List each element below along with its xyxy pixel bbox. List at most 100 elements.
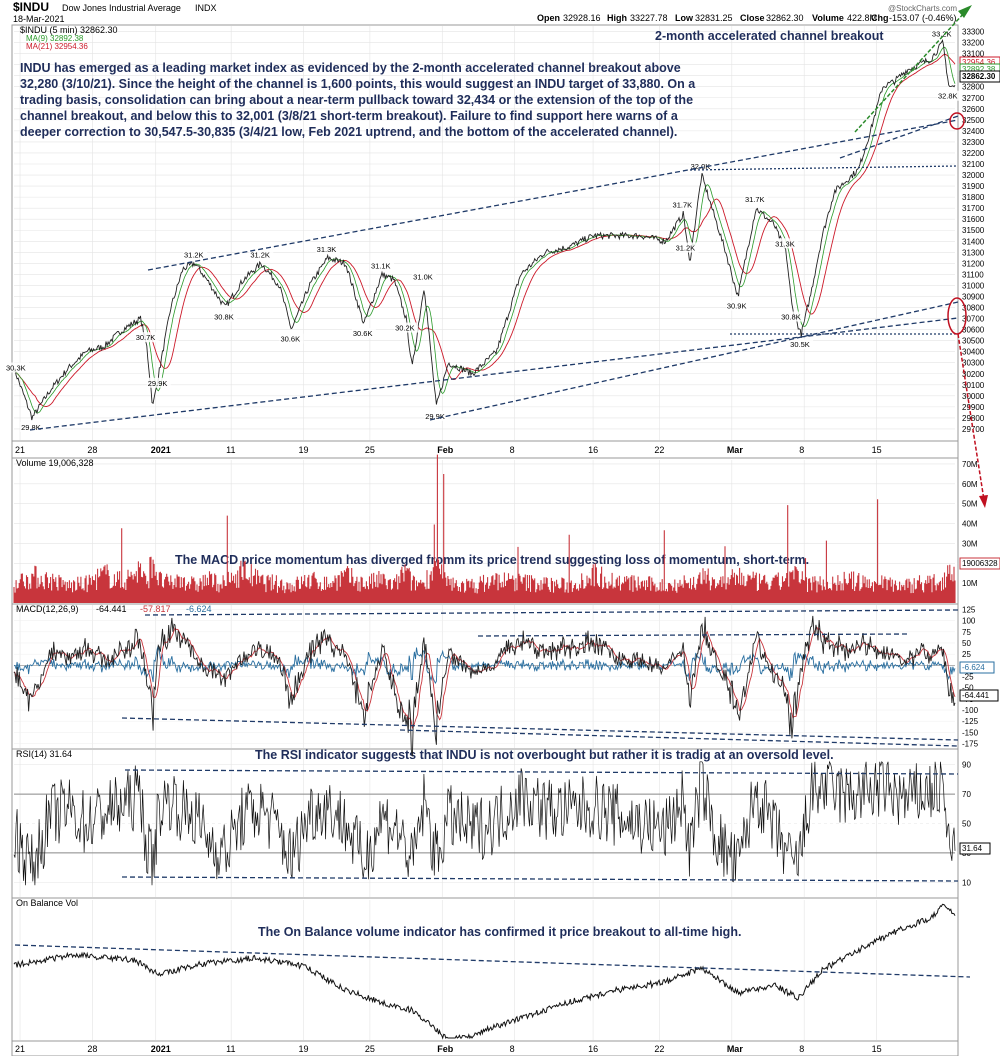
- macd-hist-tag-text: -6.624: [962, 663, 985, 672]
- x-tick-label-bottom: 19: [299, 1044, 309, 1054]
- x-tick-label-bottom: 16: [588, 1044, 598, 1054]
- obv-panel-frame: [11, 897, 959, 1042]
- x-tick-label-bottom: 22: [654, 1044, 664, 1054]
- price-y-tick: 32600: [962, 105, 985, 114]
- volume-y-tick: 50M: [962, 500, 978, 509]
- point-label-bg: [412, 271, 437, 282]
- price-y-tick: 31900: [962, 182, 985, 191]
- x-tick-label: 28: [87, 445, 97, 455]
- x-tick-label: 25: [365, 445, 375, 455]
- point-label: 30.5K: [789, 339, 814, 350]
- x-tick-label: 2021: [151, 445, 171, 455]
- price-y-tick: 32500: [962, 116, 985, 125]
- x-tick-label-bottom: 8: [510, 1044, 515, 1054]
- macd-hist-tag: [959, 661, 995, 674]
- point-label-text: 30.7K: [136, 333, 156, 342]
- open-value: 32928.16: [563, 13, 601, 23]
- point-label-text: 31.7K: [673, 201, 693, 210]
- annotation-line-2: 32,280 (3/10/21). Since the height of th…: [20, 77, 696, 91]
- macd-line-tag-text: -64.441: [962, 691, 990, 700]
- x-tick-label: 22: [654, 445, 664, 455]
- high-label: High: [607, 13, 627, 23]
- rsi-top-line: [124, 769, 959, 775]
- price-y-tick: 33300: [962, 28, 985, 37]
- rsi-y-tick: 90: [962, 761, 971, 770]
- x-tick-label: 15: [872, 445, 882, 455]
- target-arrow-head: [958, 5, 972, 18]
- channel-breakout-title: 2-month accelerated channel breakout: [655, 29, 884, 43]
- feb-uptrend-line: [429, 301, 959, 421]
- price-y-tick: 31300: [962, 248, 985, 257]
- x-tick-label: 16: [588, 445, 598, 455]
- price-y-tick: 32400: [962, 127, 985, 136]
- point-label-bg: [369, 260, 394, 271]
- macd-y-tick: -50: [962, 684, 974, 693]
- accel-channel-bottom-line: [839, 115, 959, 159]
- volume-y-tick: 70M: [962, 460, 978, 469]
- price-y-tick: 32200: [962, 149, 985, 158]
- price-y-tick: 33100: [962, 50, 985, 59]
- point-label-bg: [774, 238, 799, 249]
- point-label-bg: [424, 410, 449, 421]
- annotation-line-4: channel breakout, and below this to 32,0…: [20, 109, 679, 123]
- chart-date: 18-Mar-2021: [13, 14, 65, 24]
- annotation-line-3: trading basis, consolidation can bring a…: [20, 93, 693, 107]
- macd-y-tick: 125: [962, 605, 976, 614]
- point-label-text: 32.8K: [938, 92, 958, 101]
- macd-legend-hist: -6.624: [186, 604, 212, 614]
- last-value-tags: 32954.36 32892.38 32862.30 19006328 -6.6…: [959, 56, 1000, 855]
- annotation-line-1: INDU has emerged as a leading market ind…: [20, 61, 681, 75]
- point-label: 31.3K: [315, 243, 340, 254]
- x-tick-label-bottom: Mar: [727, 1044, 744, 1054]
- price-y-tick: 30600: [962, 326, 985, 335]
- rsi-line: [13, 760, 956, 886]
- macd-histogram-line: [13, 645, 956, 684]
- price-y-tick: 31800: [962, 193, 985, 202]
- price-y-tick: 32800: [962, 83, 985, 92]
- close-value: 32862.30: [766, 13, 804, 23]
- macd-y-tick: -175: [962, 740, 979, 749]
- point-label-text: 31.1K: [371, 261, 391, 270]
- price-y-tick: 31400: [962, 237, 985, 246]
- point-label-text: 31.2K: [676, 244, 696, 253]
- xaxis-strip: [11, 440, 959, 459]
- price-y-tick: 30900: [962, 292, 985, 301]
- point-label-text: 29.9K: [148, 379, 168, 388]
- chart-symbol: $INDU: [13, 0, 49, 14]
- point-label: 31.7K: [671, 199, 696, 210]
- price-y-tick: 32700: [962, 94, 985, 103]
- point-label: 29.9K: [146, 377, 171, 388]
- close-label: Close: [740, 13, 765, 23]
- target-arrow: [854, 5, 972, 133]
- point-label-bg: [743, 194, 768, 205]
- obv-layer: [13, 903, 956, 1040]
- point-label-bg: [674, 242, 699, 253]
- macd-legend-signal: -57.817: [140, 604, 171, 614]
- point-label-text: 31.2K: [184, 250, 204, 259]
- price-y-tick: 32000: [962, 171, 985, 180]
- x-tick-label: 11: [226, 445, 235, 455]
- point-label-text: 30.5K: [790, 340, 810, 349]
- point-label: 30.6K: [279, 333, 304, 344]
- x-tick-label-bottom: 11: [226, 1044, 235, 1054]
- chg-value: -153.07 (-0.46%): [889, 13, 957, 23]
- point-label-text: 30.2K: [395, 324, 415, 333]
- price-y-tick: 31700: [962, 204, 985, 213]
- price-legend-ma21: MA(21) 32954.36: [26, 42, 88, 51]
- point-label: 29.9K: [424, 410, 449, 421]
- close-tag: [959, 70, 1000, 83]
- macd-bottom-line-2: [399, 729, 959, 747]
- break-arrow-head: [979, 495, 988, 508]
- open-label: Open: [537, 13, 560, 23]
- point-label: 31.2K: [182, 249, 207, 260]
- ma9-tag-text: 32892.38: [962, 65, 996, 74]
- x-tick-label: 21: [15, 445, 25, 455]
- price-y-tick: 31000: [962, 281, 985, 290]
- ma9-line: [13, 46, 956, 414]
- macd-legend-name: MACD(12,26,9): [16, 604, 79, 614]
- point-label: 33.2K: [930, 28, 955, 39]
- point-label-text: 32.0K: [691, 162, 711, 171]
- point-label-bg: [936, 90, 961, 101]
- obv-annotation: The On Balance volume indicator has conf…: [258, 925, 741, 939]
- point-label-bg: [930, 28, 955, 39]
